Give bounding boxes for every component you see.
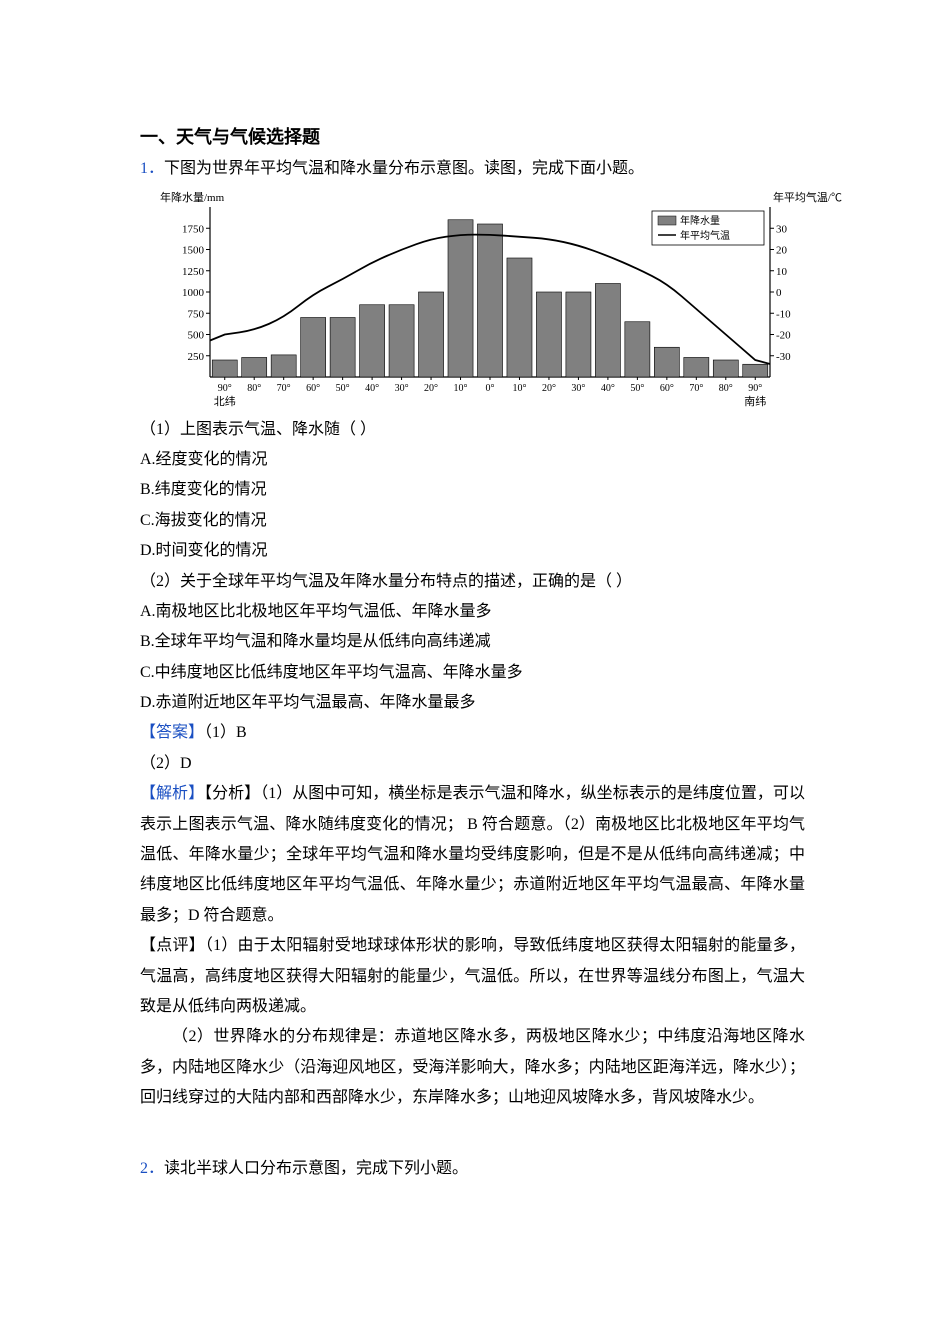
q1-number: 1． xyxy=(140,160,164,177)
q1-sub1-a: A.经度变化的情况 xyxy=(140,445,805,475)
svg-text:0: 0 xyxy=(776,287,782,299)
svg-text:10°: 10° xyxy=(454,383,468,394)
q1-sub2-prompt: （2）关于全球年平均气温及年降水量分布特点的描述，正确的是（ ） xyxy=(140,567,805,597)
q1-stem-text: 下图为世界年平均气温和降水量分布示意图。读图，完成下面小题。 xyxy=(164,160,644,177)
svg-text:20: 20 xyxy=(776,244,788,256)
dianping-1: 【点评】（1）由于太阳辐射受地球球体形状的影响，导致低纬度地区获得太阳辐射的能量… xyxy=(140,931,805,1022)
svg-text:10°: 10° xyxy=(512,383,526,394)
svg-text:1500: 1500 xyxy=(182,244,205,256)
svg-text:80°: 80° xyxy=(247,383,261,394)
svg-text:40°: 40° xyxy=(601,383,615,394)
svg-text:-10: -10 xyxy=(776,308,791,320)
svg-text:1750: 1750 xyxy=(182,223,205,235)
svg-text:90°: 90° xyxy=(748,383,762,394)
svg-text:50°: 50° xyxy=(630,383,644,394)
q2-stem-text: 读北半球人口分布示意图，完成下列小题。 xyxy=(164,1160,468,1177)
svg-text:-20: -20 xyxy=(776,329,791,341)
q1-sub1-c: C.海拔变化的情况 xyxy=(140,506,805,536)
analysis-label: 【解析】 xyxy=(140,785,204,802)
analysis-body: （1）从图中可知，横坐标是表示气温和降水，纵坐标表示的是纬度位置，可以表示上图表… xyxy=(140,785,805,924)
svg-text:北纬: 北纬 xyxy=(214,395,236,408)
svg-text:60°: 60° xyxy=(660,383,674,394)
q2-number: 2． xyxy=(140,1160,164,1177)
q1-sub1-prompt: （1）上图表示气温、降水随（ ） xyxy=(140,415,805,445)
svg-text:70°: 70° xyxy=(689,383,703,394)
q1-stem: 1．下图为世界年平均气温和降水量分布示意图。读图，完成下面小题。 xyxy=(140,154,805,184)
svg-text:20°: 20° xyxy=(424,383,438,394)
svg-text:年平均气温: 年平均气温 xyxy=(680,229,730,242)
q1-sub2-a: A.南极地区比北极地区年平均气温低、年降水量多 xyxy=(140,597,805,627)
svg-text:0°: 0° xyxy=(486,383,495,394)
svg-text:30°: 30° xyxy=(395,383,409,394)
dianping-2: （2）世界降水的分布规律是：赤道地区降水多，两极地区降水少；中纬度沿海地区降水多… xyxy=(140,1022,805,1113)
svg-text:70°: 70° xyxy=(277,383,291,394)
svg-text:年降水量/mm: 年降水量/mm xyxy=(160,190,225,204)
svg-text:南纬: 南纬 xyxy=(744,395,766,408)
svg-text:30°: 30° xyxy=(571,383,585,394)
svg-text:10: 10 xyxy=(776,265,788,277)
page-content: 一、天气与气候选择题 1．下图为世界年平均气温和降水量分布示意图。读图，完成下面… xyxy=(0,0,945,1244)
svg-text:80°: 80° xyxy=(719,383,733,394)
svg-text:50°: 50° xyxy=(336,383,350,394)
svg-text:年平均气温/℃: 年平均气温/℃ xyxy=(773,190,842,204)
chart-container: 年降水量/mm年平均气温/℃2505007501000125015001750-… xyxy=(150,189,805,411)
svg-text:250: 250 xyxy=(188,350,205,362)
q1-sub2-d: D.赤道附近地区年平均气温最高、年降水量最多 xyxy=(140,688,805,718)
answer-label: 【答案】 xyxy=(140,724,204,741)
precip-temp-chart: 年降水量/mm 年平均气温/℃ 250 500 750 1000 1250 1500 1750 -… xyxy=(150,189,842,411)
svg-text:750: 750 xyxy=(188,308,205,320)
q1-sub2-b: B.全球年平均气温和降水量均是从低纬向高纬递减 xyxy=(140,627,805,657)
answer-line-2: （2）D xyxy=(140,749,805,779)
svg-text:-30: -30 xyxy=(776,350,791,362)
section-heading: 一、天气与气候选择题 xyxy=(140,120,805,154)
dianping1-text: （1）由于太阳辐射受地球球体形状的影响，导致低纬度地区获得太阳辐射的能量多，气温… xyxy=(140,937,805,1015)
svg-text:1000: 1000 xyxy=(182,287,205,299)
dianping-label: 【点评】 xyxy=(140,937,205,954)
svg-text:500: 500 xyxy=(188,329,205,341)
answer-line-1: 【答案】（1）B xyxy=(140,718,805,748)
q1-sub1-d: D.时间变化的情况 xyxy=(140,536,805,566)
q1-sub2-c: C.中纬度地区比低纬度地区年平均气温高、年降水量多 xyxy=(140,658,805,688)
svg-text:20°: 20° xyxy=(542,383,556,394)
q2-stem: 2．读北半球人口分布示意图，完成下列小题。 xyxy=(140,1154,805,1184)
analysis-head: 【分析】 xyxy=(204,785,260,802)
svg-text:60°: 60° xyxy=(306,383,320,394)
answer1: （1）B xyxy=(204,724,247,741)
svg-text:1250: 1250 xyxy=(182,265,205,277)
svg-text:年降水量: 年降水量 xyxy=(680,214,720,227)
analysis-block: 【解析】【分析】（1）从图中可知，横坐标是表示气温和降水，纵坐标表示的是纬度位置… xyxy=(140,779,805,931)
q1-sub1-b: B.纬度变化的情况 xyxy=(140,475,805,505)
svg-text:30: 30 xyxy=(776,223,788,235)
svg-text:40°: 40° xyxy=(365,383,379,394)
svg-text:90°: 90° xyxy=(218,383,232,394)
